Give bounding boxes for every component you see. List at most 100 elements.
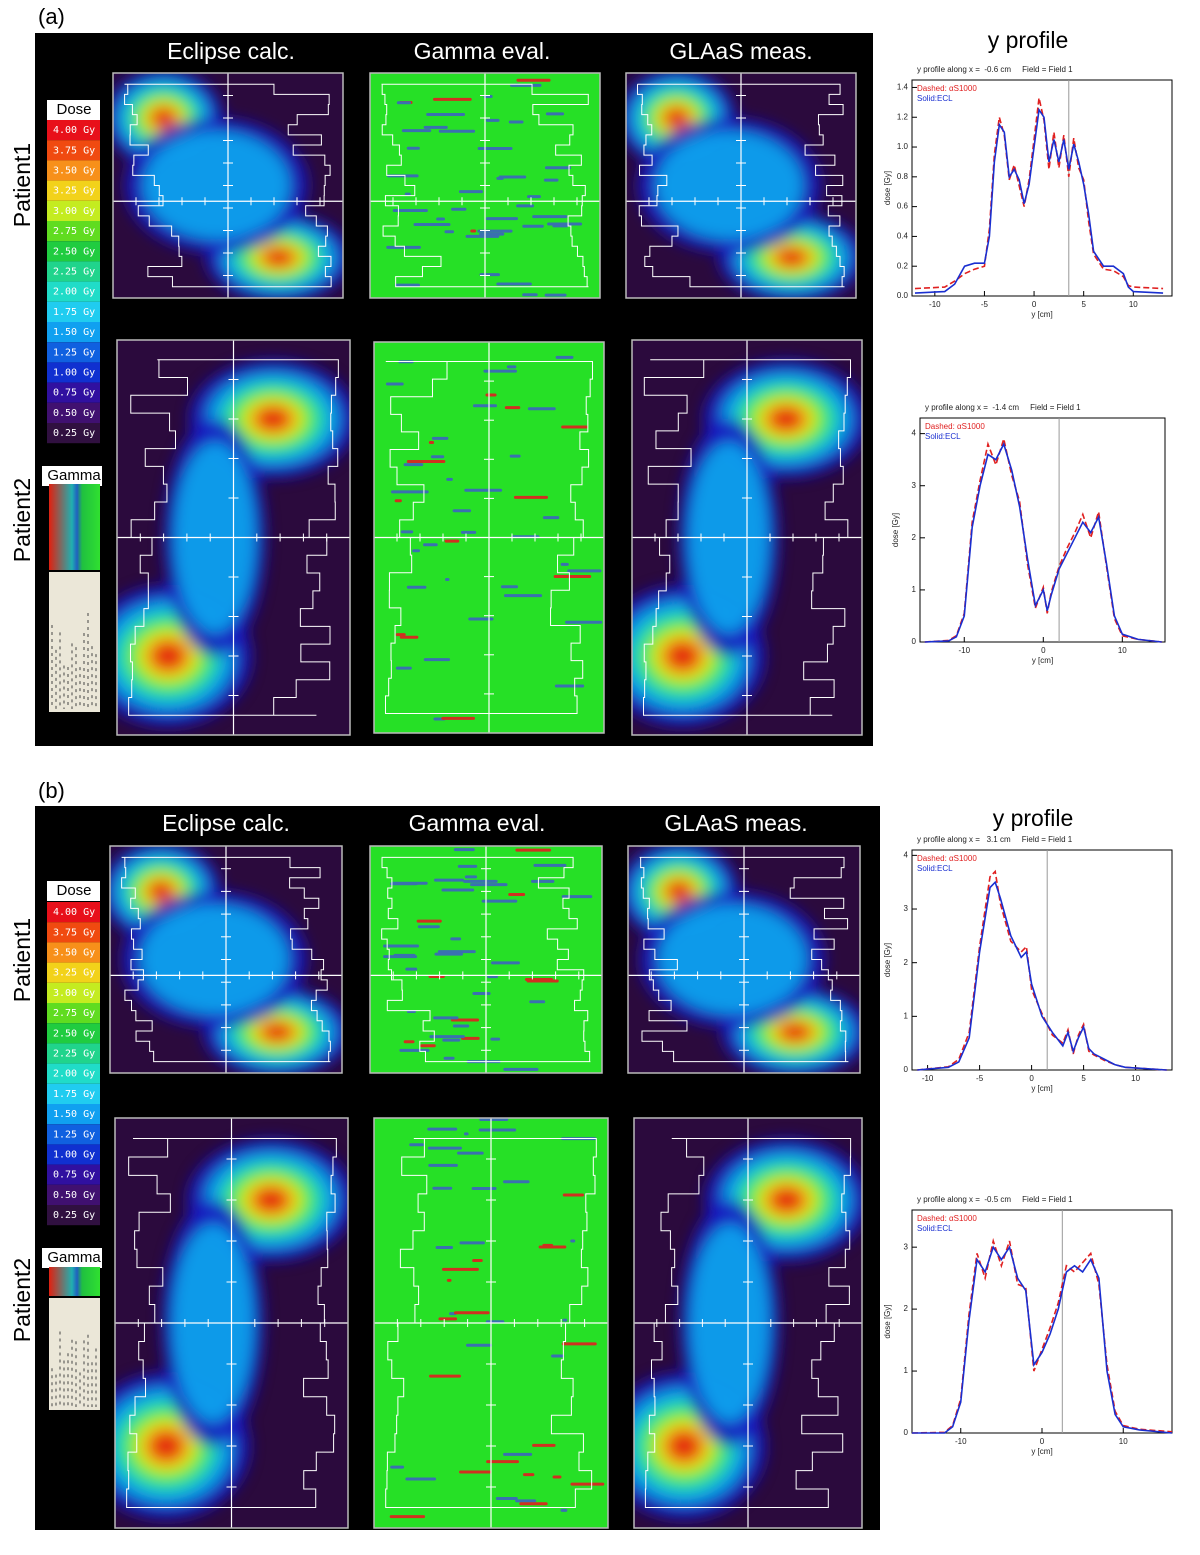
gamma-streak bbox=[438, 1317, 458, 1321]
y-tick-label: 0.6 bbox=[897, 202, 909, 211]
gamma-streak bbox=[477, 147, 513, 151]
field-outline bbox=[381, 83, 589, 288]
image-frame bbox=[109, 845, 343, 1074]
gamma-streak bbox=[490, 1037, 501, 1041]
dose-blob bbox=[140, 905, 289, 1014]
dose-blob bbox=[154, 1435, 179, 1457]
image-frame bbox=[633, 1117, 863, 1529]
profile-line bbox=[917, 869, 1167, 1071]
gamma-streak bbox=[444, 230, 455, 234]
x-axis-label: y [cm] bbox=[1031, 1084, 1052, 1093]
y-axis-label: dose [Gy] bbox=[883, 943, 892, 977]
legend-entry: Dashed: αS1000 bbox=[917, 854, 977, 863]
y-tick-label: 1 bbox=[904, 1366, 909, 1375]
x-axis-label: y [cm] bbox=[1031, 310, 1052, 319]
legend-entry: Solid:ECL bbox=[925, 432, 961, 441]
gamma-streak bbox=[406, 585, 427, 589]
gamma-streak bbox=[500, 585, 519, 589]
legend-label: 2.25 Gy bbox=[53, 267, 95, 278]
legend-label: 3.50 Gy bbox=[53, 948, 95, 959]
legend-swatch bbox=[47, 382, 100, 403]
legend-label: 1.00 Gy bbox=[53, 1150, 95, 1161]
column-header: GLAaS meas. bbox=[669, 38, 812, 64]
legend-swatch bbox=[47, 140, 100, 161]
y-tick-label: 1.0 bbox=[897, 142, 909, 151]
legend-label: 2.50 Gy bbox=[53, 1028, 95, 1039]
y-tick-label: 4 bbox=[904, 850, 909, 859]
gamma-streak bbox=[389, 1515, 426, 1519]
legend-swatch bbox=[47, 160, 100, 181]
gamma-streak bbox=[503, 1452, 533, 1456]
gamma-streak bbox=[479, 1118, 509, 1122]
gamma-streak bbox=[554, 684, 585, 688]
legend-entry: Solid:ECL bbox=[917, 864, 953, 873]
gamma-streak bbox=[555, 355, 574, 359]
legend-title: Dose bbox=[56, 882, 91, 899]
legend-swatch bbox=[47, 962, 100, 983]
gamma-streak bbox=[496, 282, 532, 286]
gamma-streak bbox=[544, 166, 572, 170]
dose-blobs bbox=[634, 1138, 862, 1520]
y-axis-label: dose [Gy] bbox=[891, 513, 900, 547]
gamma-streak bbox=[385, 382, 404, 386]
row-label: Patient1 bbox=[9, 143, 35, 227]
legend-swatch bbox=[47, 1124, 100, 1145]
gamma-streak bbox=[470, 883, 508, 887]
gamma-streak bbox=[552, 1475, 562, 1479]
gamma-streak bbox=[416, 919, 442, 923]
gamma-streak bbox=[570, 1239, 576, 1243]
legend-title-bg bbox=[42, 1248, 102, 1268]
dose-blob bbox=[784, 1025, 806, 1039]
gamma-streak bbox=[515, 1499, 537, 1503]
dose-blobs bbox=[117, 359, 350, 728]
y-tick-label: 0.8 bbox=[897, 172, 909, 181]
gamma-streak bbox=[434, 952, 464, 956]
gamma-streak bbox=[441, 888, 475, 892]
image-frame bbox=[625, 72, 857, 299]
gamma-streak bbox=[506, 365, 517, 369]
column-header: Gamma eval. bbox=[414, 38, 551, 64]
legend-title: Gamma bbox=[47, 1249, 101, 1266]
legend-label: 2.75 Gy bbox=[53, 1008, 95, 1019]
legend-swatch bbox=[47, 180, 100, 201]
column-header: Eclipse calc. bbox=[162, 810, 290, 836]
gamma-streak bbox=[544, 293, 567, 297]
row-label: Patient2 bbox=[9, 1258, 35, 1342]
legend-swatch bbox=[47, 1023, 100, 1044]
dose-blob bbox=[655, 131, 804, 240]
gamma-streak bbox=[561, 1342, 597, 1346]
gamma-streak bbox=[399, 635, 419, 639]
x-tick-label: 0 bbox=[1040, 1437, 1045, 1446]
legend-swatch bbox=[47, 261, 100, 282]
legend-swatch bbox=[47, 322, 100, 343]
dose-blob bbox=[152, 884, 170, 899]
dose-blob bbox=[668, 111, 685, 125]
gamma-streak bbox=[401, 129, 432, 133]
gamma-streak bbox=[529, 1000, 546, 1004]
dose-blob bbox=[259, 1191, 283, 1209]
gamma-streak bbox=[430, 455, 445, 459]
legend-swatch bbox=[47, 120, 100, 141]
legend-swatch bbox=[47, 922, 100, 943]
gamma-streak bbox=[486, 1460, 519, 1464]
legend-swatch bbox=[47, 362, 100, 383]
legend-label: 3.25 Gy bbox=[53, 968, 95, 979]
image-frame bbox=[369, 72, 601, 299]
gamma-streak bbox=[472, 404, 497, 408]
gamma-streak bbox=[427, 1127, 458, 1131]
legend-swatch bbox=[47, 241, 100, 262]
image-frame bbox=[631, 339, 863, 736]
gamma-streak bbox=[516, 78, 551, 82]
gamma-streak bbox=[444, 539, 460, 543]
y-axis-label: dose [Gy] bbox=[883, 1304, 892, 1338]
gamma-streak bbox=[485, 118, 500, 122]
legend-entry: Solid:ECL bbox=[917, 94, 953, 103]
y-axis-label: dose [Gy] bbox=[883, 171, 892, 205]
legend-label: 1.25 Gy bbox=[53, 347, 95, 358]
image-frame bbox=[116, 339, 351, 736]
x-tick-label: -10 bbox=[955, 1437, 967, 1446]
gamma-streak bbox=[406, 146, 420, 150]
y-tick-label: 0.0 bbox=[897, 291, 909, 300]
gamma-streak bbox=[515, 848, 552, 852]
gamma-streak bbox=[522, 224, 544, 228]
